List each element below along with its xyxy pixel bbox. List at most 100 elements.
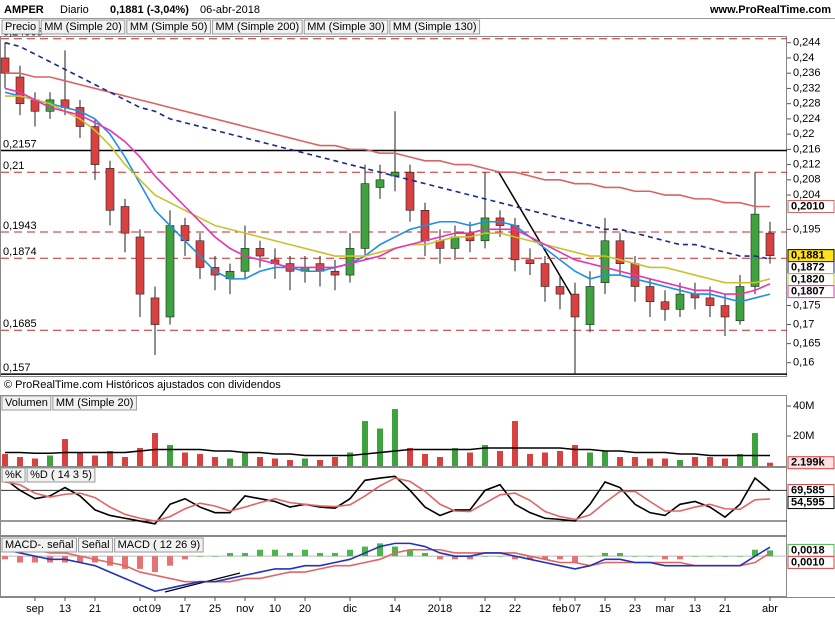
legend-box <box>1 19 40 35</box>
volume-bar <box>92 455 98 466</box>
volume-bar <box>107 451 113 466</box>
volume-bar <box>482 445 488 466</box>
legend-box <box>1 467 26 483</box>
legend-label: MM (Simple 50) <box>130 21 208 33</box>
series-line <box>4 91 771 303</box>
series-line <box>4 41 771 260</box>
histogram-bar <box>227 552 233 557</box>
histogram-bar <box>107 556 113 566</box>
candle-body <box>405 171 415 211</box>
candle-body <box>195 240 205 268</box>
histogram-bar <box>392 546 398 557</box>
x-tick-label: 2018 <box>428 603 452 615</box>
legend-label: Volumen <box>5 397 48 409</box>
level-label: 0,157 <box>3 362 31 374</box>
candle-body <box>735 286 745 322</box>
legend-box <box>114 537 204 553</box>
volume-bar <box>332 457 338 466</box>
volume-bar <box>362 421 368 466</box>
legend-label: Señal <box>81 539 109 551</box>
histogram-bar <box>692 556 698 557</box>
volume-bar <box>737 454 743 466</box>
site: www.ProRealTime.com <box>709 4 831 16</box>
volume-bar <box>467 452 473 466</box>
legend-box <box>126 19 211 35</box>
value-badge-label: 0,1807 <box>791 286 825 298</box>
histogram-bar <box>602 552 608 557</box>
candle-body <box>525 259 535 264</box>
candle-body <box>720 305 730 318</box>
legend-label: MM (Simple 130) <box>393 21 477 33</box>
quote: 0,1881 (-3,04%) <box>110 4 189 16</box>
y-tick-label: 0,175 <box>793 299 821 311</box>
x-tick-label: 20 <box>299 603 311 615</box>
y-tick-label: 0,232 <box>793 82 821 94</box>
candle-body <box>570 293 580 318</box>
legend-box <box>52 395 137 411</box>
candle-body <box>600 240 610 283</box>
legend-box <box>211 19 303 35</box>
level-label: 0,1943 <box>3 220 37 232</box>
value-badge <box>787 496 835 510</box>
series-line <box>5 95 771 284</box>
histogram-bar <box>542 556 548 560</box>
legend-label: Precio <box>5 21 36 33</box>
y-tick-label: 0,22 <box>793 128 814 140</box>
volume-bar <box>557 451 563 466</box>
histogram-bar <box>632 556 638 557</box>
volume-bar <box>512 421 518 466</box>
value-badge-label: 54,595 <box>791 496 825 508</box>
candle-body <box>105 168 115 211</box>
histogram-bar <box>497 556 503 557</box>
x-tick-label: 13 <box>59 603 71 615</box>
volume-bar <box>287 460 293 466</box>
histogram-bar <box>272 549 278 557</box>
histogram-bar <box>437 556 443 560</box>
volume-bar <box>392 409 398 466</box>
level-label: 0,1874 <box>3 246 37 258</box>
y-tick-label: 0,236 <box>793 67 821 79</box>
volume-bar <box>542 452 548 466</box>
x-tick-label: 10 <box>269 603 281 615</box>
value-badge <box>787 285 835 299</box>
histogram-bar <box>2 556 8 560</box>
x-tick-label: 15 <box>599 603 611 615</box>
histogram-bar <box>452 556 458 560</box>
histogram-bar <box>317 552 323 557</box>
legend-label: MM (Simple 30) <box>307 21 385 33</box>
y-tick-label: 0,208 <box>793 174 821 186</box>
volume-bar <box>32 458 38 466</box>
x-tick-label: sep <box>26 603 44 615</box>
volume-bar <box>602 451 608 466</box>
candle-body <box>615 240 625 264</box>
x-tick-label: 23 <box>629 603 641 615</box>
y-tick-label: 0,195 <box>793 223 821 235</box>
legend-label: %D ( 14 3 5) <box>30 469 92 481</box>
volume-bar <box>632 457 638 466</box>
symbol: AMPER <box>4 4 44 16</box>
volume-bar <box>302 458 308 466</box>
histogram-bar <box>332 552 338 557</box>
histogram-bar <box>587 556 593 557</box>
x-tick-label: 22 <box>509 603 521 615</box>
y-tick-label: 0,165 <box>793 338 821 350</box>
volume-bar <box>767 462 773 466</box>
histogram-bar <box>362 546 368 557</box>
y-tick-label: 0,17 <box>793 318 814 330</box>
histogram-bar <box>662 556 668 560</box>
date: 06-abr-2018 <box>200 4 260 16</box>
candle-body <box>450 236 460 249</box>
volume-bar <box>452 448 458 466</box>
value-badge-label: 0,0010 <box>791 556 825 568</box>
legend-label: MM (Simple 200) <box>215 21 299 33</box>
volume-bar <box>257 457 263 466</box>
candle-body <box>645 286 655 303</box>
legend-label: MACD-. señal <box>5 539 73 551</box>
level-label: 0,2157 <box>3 138 37 150</box>
legend-label: MM (Simple 20) <box>56 397 134 409</box>
x-tick-label: 13 <box>689 603 701 615</box>
volume-bar <box>347 452 353 466</box>
volume-bar <box>197 454 203 466</box>
y-tick-label: 0,224 <box>793 113 821 125</box>
